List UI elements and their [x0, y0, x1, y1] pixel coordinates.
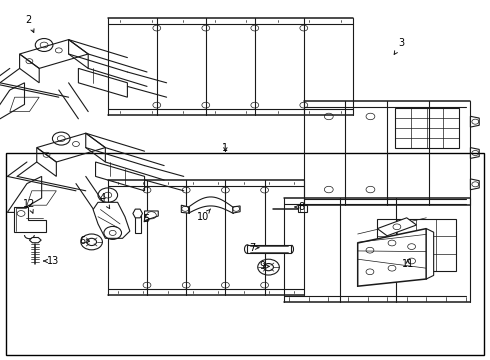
Polygon shape: [29, 238, 41, 243]
Polygon shape: [181, 205, 189, 213]
Text: 5: 5: [143, 214, 149, 224]
Bar: [377, 219, 456, 271]
Polygon shape: [377, 218, 416, 236]
Text: 4: 4: [100, 193, 110, 209]
Polygon shape: [358, 229, 426, 286]
Text: 12: 12: [23, 199, 36, 213]
Polygon shape: [14, 207, 46, 232]
Text: 2: 2: [25, 15, 34, 32]
Text: 7: 7: [249, 243, 259, 253]
Text: 9: 9: [259, 261, 270, 271]
Text: 10: 10: [197, 209, 211, 222]
Text: 11: 11: [401, 258, 414, 269]
Polygon shape: [93, 202, 130, 238]
Bar: [247, 245, 291, 253]
Polygon shape: [145, 211, 158, 221]
Text: 3: 3: [394, 38, 405, 54]
Text: 8: 8: [295, 202, 304, 212]
Bar: [395, 108, 459, 148]
Polygon shape: [426, 229, 434, 279]
Bar: [135, 215, 141, 233]
Polygon shape: [233, 206, 240, 213]
Bar: [298, 205, 307, 212]
Polygon shape: [133, 209, 143, 218]
Text: 1: 1: [222, 143, 228, 153]
Bar: [6, 153, 484, 355]
Text: 13: 13: [44, 256, 59, 266]
Text: 6: 6: [79, 236, 90, 246]
